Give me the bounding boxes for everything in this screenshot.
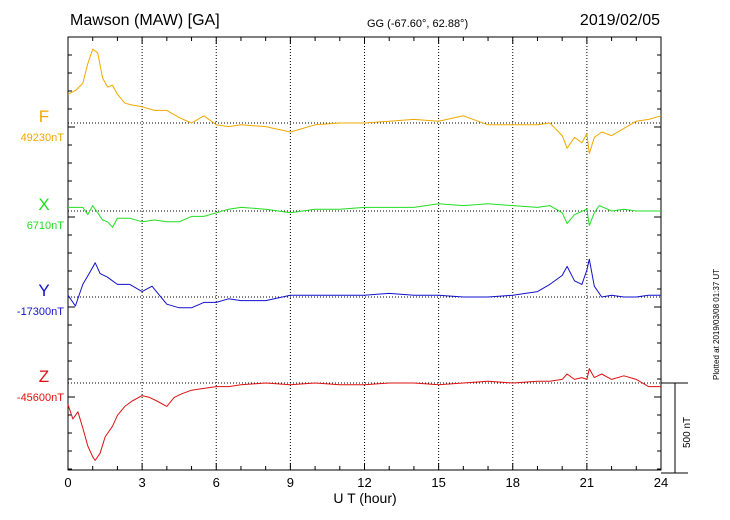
plotted-timestamp: Plotted at 2019/03/08 01:37 UT bbox=[712, 268, 721, 380]
x-tick-label: 24 bbox=[654, 475, 668, 490]
component-name-y: Y bbox=[38, 281, 49, 300]
component-labels: F 49230nT X 6710nT Y -17300nT Z -45600nT bbox=[17, 107, 64, 404]
scale-bar-label: 500 nT bbox=[682, 416, 693, 448]
baseline-label-y: -17300nT bbox=[17, 306, 64, 318]
x-tick-label: 6 bbox=[213, 475, 220, 490]
baseline-label-z: -45600nT bbox=[17, 392, 64, 404]
component-name-f: F bbox=[39, 107, 49, 126]
x-axis-label: U T (hour) bbox=[333, 490, 397, 506]
x-tick-label: 21 bbox=[580, 475, 594, 490]
station-title: Mawson (MAW) [GA] bbox=[70, 12, 220, 29]
x-tick-label: 9 bbox=[287, 475, 294, 490]
series-line-y bbox=[67, 258, 661, 309]
series-line-f bbox=[67, 48, 662, 155]
x-tick-label: 12 bbox=[357, 475, 371, 490]
x-ticks: 0 3 6 9 12 15 18 21 24 bbox=[64, 37, 668, 490]
plot-date: 2019/02/05 bbox=[579, 12, 660, 29]
x-tick-label: 15 bbox=[431, 475, 445, 490]
baseline-label-f: 49230nT bbox=[21, 132, 65, 144]
series-lines bbox=[67, 48, 662, 461]
y-ticks bbox=[68, 54, 661, 470]
vertical-grid bbox=[141, 37, 588, 470]
x-tick-label: 3 bbox=[139, 475, 146, 490]
series-line-z bbox=[67, 368, 661, 461]
component-name-z: Z bbox=[39, 367, 49, 386]
series-line-x bbox=[68, 203, 661, 228]
scale-bar bbox=[661, 382, 688, 474]
x-tick-label: 18 bbox=[506, 475, 520, 490]
component-name-x: X bbox=[38, 195, 49, 214]
geographic-coords: GG (-67.60°, 62.88°) bbox=[367, 18, 469, 30]
baseline-label-x: 6710nT bbox=[27, 220, 65, 232]
x-tick-label: 0 bbox=[64, 475, 71, 490]
